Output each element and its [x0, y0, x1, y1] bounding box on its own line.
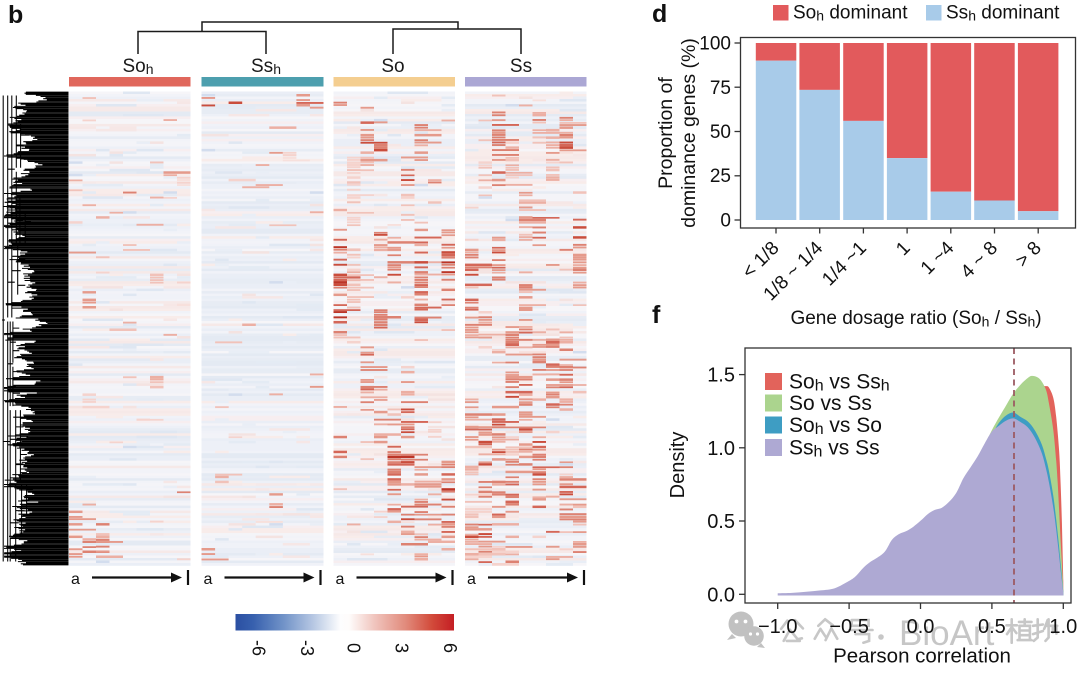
svg-text:6: 6 [440, 643, 460, 653]
svg-text:50: 50 [710, 122, 731, 143]
svg-text:Pearson correlation: Pearson correlation [833, 645, 1011, 668]
svg-text:0.0: 0.0 [907, 616, 935, 638]
svg-text:1/4 ~1: 1/4 ~1 [818, 238, 871, 291]
svg-text:−1.0: −1.0 [758, 616, 797, 638]
svg-text:Soh: Soh [122, 56, 153, 77]
svg-text:100: 100 [699, 34, 731, 55]
svg-text:-6: -6 [249, 640, 269, 656]
svg-text:1.0: 1.0 [707, 438, 735, 460]
svg-text:75: 75 [710, 78, 731, 99]
svg-text:So vs Ss: So vs Ss [789, 392, 872, 415]
svg-text:a: a [467, 571, 476, 588]
svg-text:1 ~4: 1 ~4 [917, 237, 959, 279]
svg-text:Soh dominant: Soh dominant [793, 3, 908, 24]
svg-text:Ssh dominant: Ssh dominant [946, 3, 1060, 24]
svg-text:Proportion of: Proportion of [655, 77, 677, 189]
svg-text:4 ~ 8: 4 ~ 8 [957, 238, 1002, 283]
svg-text:Density: Density [667, 432, 689, 499]
svg-text:0.5: 0.5 [978, 616, 1006, 638]
svg-text:a: a [204, 571, 213, 588]
svg-text:0.5: 0.5 [707, 511, 735, 533]
svg-text:1.5: 1.5 [707, 365, 735, 387]
svg-text:Ssh vs Ss: Ssh vs Ss [789, 437, 880, 461]
svg-text:BioArt: BioArt [899, 614, 995, 653]
svg-text:> 8: > 8 [1012, 238, 1046, 272]
svg-text:Gene dosage ratio (Soh / Ssh): Gene dosage ratio (Soh / Ssh) [790, 308, 1041, 330]
svg-text:0: 0 [720, 211, 731, 232]
svg-text:0: 0 [344, 643, 364, 653]
svg-text:Soh vs Ssh: Soh vs Ssh [789, 371, 890, 395]
svg-text:0.0: 0.0 [707, 584, 735, 606]
svg-text:1.0: 1.0 [1049, 616, 1077, 638]
svg-text:So: So [381, 56, 404, 77]
svg-text:1: 1 [892, 238, 914, 260]
svg-text:a: a [71, 571, 80, 588]
svg-text:dominance genes (%): dominance genes (%) [678, 38, 700, 228]
svg-text:a: a [336, 571, 345, 588]
svg-text:25: 25 [710, 166, 731, 187]
svg-text:Ss: Ss [510, 56, 532, 77]
svg-text:Soh vs So: Soh vs So [789, 414, 882, 438]
svg-text:−0.5: −0.5 [829, 616, 868, 638]
svg-text:-3: -3 [297, 640, 317, 656]
svg-text:Ssh: Ssh [251, 56, 281, 77]
svg-text:3: 3 [392, 643, 412, 653]
